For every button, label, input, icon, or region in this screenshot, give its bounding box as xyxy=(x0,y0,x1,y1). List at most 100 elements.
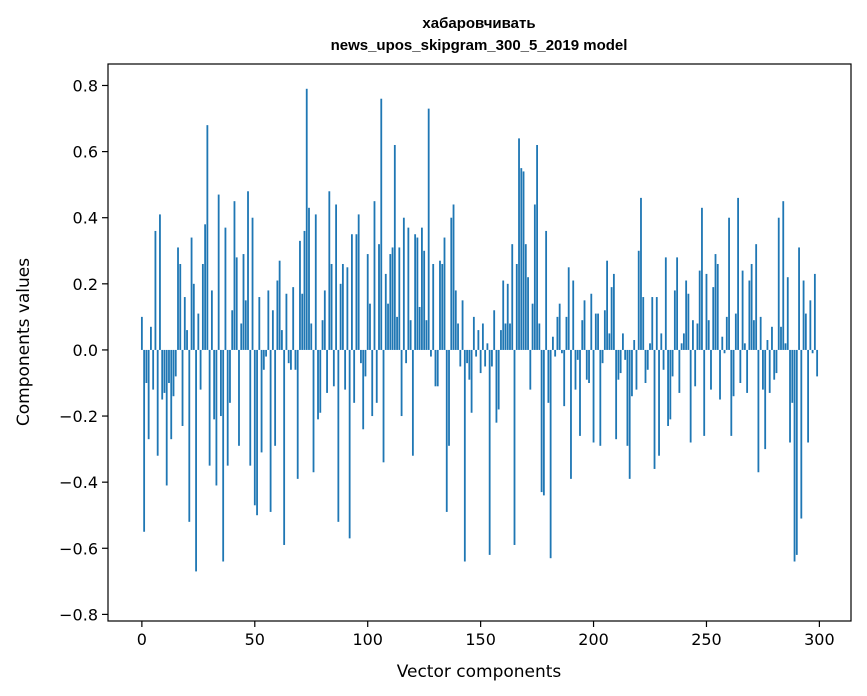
bar xyxy=(280,330,283,350)
y-tick-label: 0.8 xyxy=(73,76,98,95)
bar xyxy=(707,320,710,350)
bar xyxy=(271,310,274,350)
bar xyxy=(703,349,706,436)
bar xyxy=(439,260,441,350)
bar xyxy=(506,283,509,350)
bar xyxy=(414,234,417,350)
bar xyxy=(240,323,243,350)
bar xyxy=(635,349,638,390)
bar xyxy=(791,349,794,403)
bar xyxy=(725,316,728,350)
bar xyxy=(199,349,202,390)
bar xyxy=(276,280,279,350)
bar xyxy=(301,293,304,350)
bar xyxy=(610,287,613,350)
bar xyxy=(637,250,640,350)
bar xyxy=(330,263,333,350)
bar xyxy=(210,290,213,350)
bar xyxy=(154,230,157,350)
bar xyxy=(633,340,636,350)
bar xyxy=(752,320,755,350)
x-axis-label: Vector components xyxy=(397,662,562,682)
x-tick-label: 150 xyxy=(465,630,496,649)
bar xyxy=(159,214,161,350)
bar xyxy=(454,290,457,350)
bar xyxy=(597,313,599,350)
bar xyxy=(256,349,258,516)
bar xyxy=(402,217,405,350)
bar xyxy=(750,263,753,350)
bar xyxy=(795,349,798,555)
y-axis-label: Components values xyxy=(14,258,34,426)
bar xyxy=(215,349,218,486)
plot-frame xyxy=(107,63,852,622)
chart-subtitle: news_upos_skipgram_300_5_2019 model xyxy=(331,37,628,54)
bar xyxy=(606,260,608,350)
bar xyxy=(626,349,629,446)
bar xyxy=(538,323,541,350)
bar xyxy=(524,244,527,350)
bar xyxy=(391,247,394,350)
bar xyxy=(341,263,344,350)
bar xyxy=(782,201,785,350)
bar xyxy=(174,349,177,377)
bar xyxy=(531,303,534,350)
bar xyxy=(181,349,184,426)
bar xyxy=(669,349,672,420)
bar xyxy=(786,277,789,350)
bar xyxy=(615,349,618,440)
bar xyxy=(617,349,620,380)
bar xyxy=(339,283,342,350)
y-axis-ticks: −0.8 −0.6 −0.4 −0.2 0.0 0.2 0.4 0.6 0.8 xyxy=(59,76,108,624)
bar xyxy=(183,297,186,350)
bar xyxy=(398,247,401,350)
bar xyxy=(676,257,679,350)
bar xyxy=(622,333,624,350)
bar xyxy=(579,349,581,436)
bar xyxy=(364,349,367,377)
bar xyxy=(509,323,511,350)
bar xyxy=(813,273,816,350)
bar xyxy=(640,197,642,350)
bar xyxy=(371,349,374,417)
bar xyxy=(599,349,602,446)
bar xyxy=(667,349,669,426)
bar xyxy=(192,283,195,350)
bar xyxy=(565,316,568,350)
bar xyxy=(387,303,389,350)
bar xyxy=(195,349,197,572)
bar xyxy=(373,201,376,350)
y-tick-label: 0.2 xyxy=(73,275,98,294)
y-tick-label: −0.4 xyxy=(59,473,98,492)
bar xyxy=(793,349,796,562)
bar xyxy=(771,326,773,350)
bar xyxy=(409,320,412,350)
y-tick-label: 0.6 xyxy=(73,143,98,162)
bar xyxy=(161,349,164,400)
bar xyxy=(570,349,572,479)
bar xyxy=(323,290,326,350)
bar xyxy=(328,191,331,350)
bar xyxy=(274,349,277,446)
bar xyxy=(472,316,475,350)
bar xyxy=(730,349,733,436)
bar-series xyxy=(140,88,819,572)
bar xyxy=(208,349,211,466)
bar xyxy=(682,333,685,350)
bar xyxy=(204,224,207,350)
bar xyxy=(353,349,356,403)
bar xyxy=(585,349,588,380)
bar xyxy=(457,323,459,350)
bar xyxy=(491,349,493,367)
bar xyxy=(265,349,267,357)
bar xyxy=(213,349,216,420)
bar xyxy=(590,293,593,350)
bar xyxy=(393,144,396,350)
bar xyxy=(567,267,570,350)
bar xyxy=(653,349,656,469)
bar xyxy=(502,280,505,350)
x-tick-label: 300 xyxy=(804,630,835,649)
bar xyxy=(762,349,764,390)
bar xyxy=(421,227,423,350)
bar xyxy=(362,349,365,430)
